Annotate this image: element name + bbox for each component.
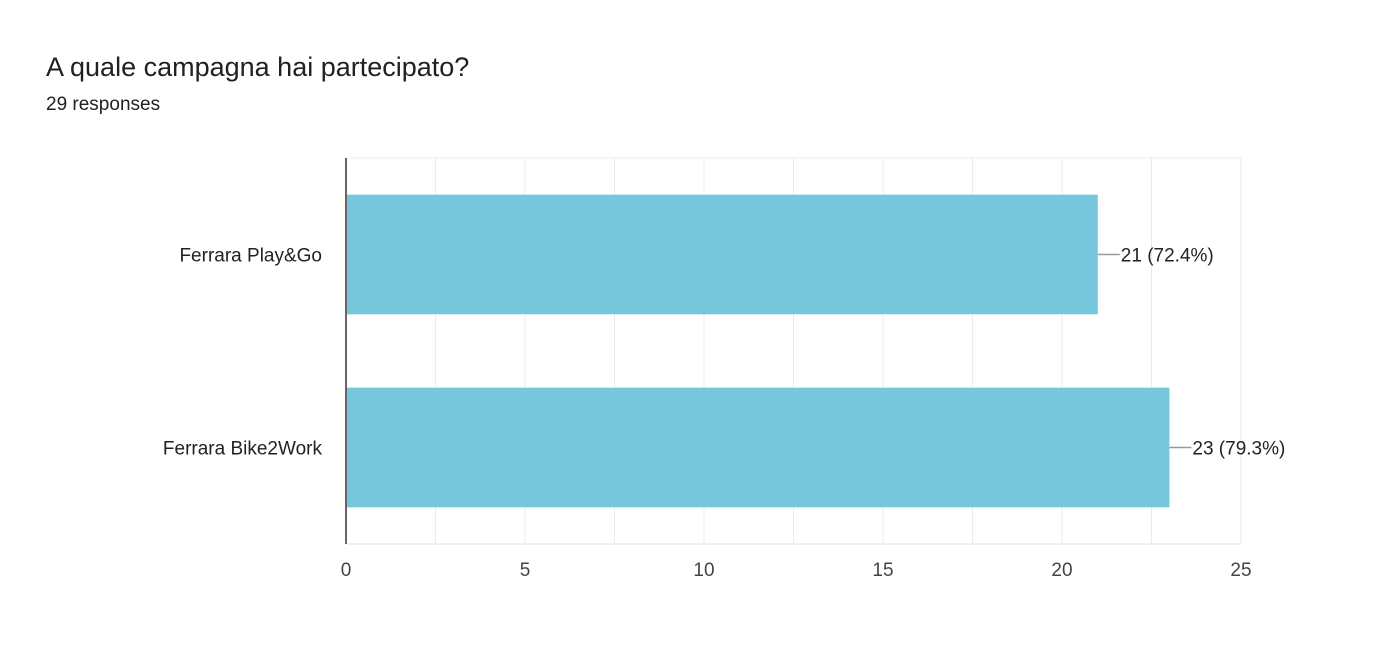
data-label: 23 (79.3%) [1192,439,1285,460]
response-count: 29 responses [46,94,161,115]
label-layer: Ferrara Play&Go 21 (72.4%) Ferrara Bike2Wo… [163,246,1285,460]
x-tick-label: 25 [1230,560,1251,581]
data-label: 21 (72.4%) [1121,246,1214,267]
x-tick-label: 5 [520,560,531,581]
tick-layer: 0 5 10 15 20 25 [341,560,1252,581]
x-tick-label: 20 [1051,560,1072,581]
x-tick-label: 10 [693,560,714,581]
chart-title: A quale campagna hai partecipato? [46,52,470,82]
bar-layer [347,194,1170,508]
x-tick-label: 0 [341,560,352,581]
category-label: Ferrara Play&Go [179,246,322,267]
category-label: Ferrara Bike2Work [163,439,323,460]
x-tick-label: 15 [872,560,893,581]
bar [347,387,1170,508]
bar [347,194,1098,315]
